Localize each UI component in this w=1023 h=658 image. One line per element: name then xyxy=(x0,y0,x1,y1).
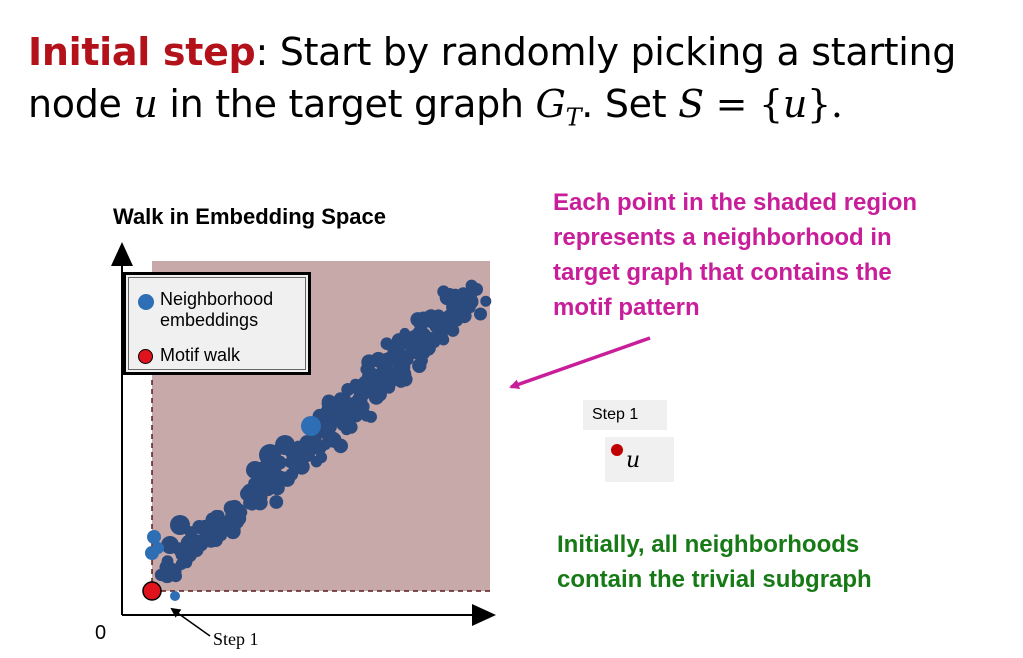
node-u-marker xyxy=(611,444,623,456)
neighborhood-points xyxy=(142,279,492,601)
legend: Neighborhood embeddings Motif walk xyxy=(123,272,311,375)
step-panel-graph: u xyxy=(605,437,674,482)
neighborhood-point xyxy=(275,435,295,455)
neighborhood-point xyxy=(391,364,406,379)
green-note-line: Initially, all neighborhoods xyxy=(557,531,860,558)
neighborhood-point xyxy=(366,367,379,381)
legend-neighborhood-label-1: Neighborhood xyxy=(160,289,274,309)
title-line-2: node u in the target graph GT. Set S = {… xyxy=(28,78,956,144)
trivial-subgraph-note: Initially, all neighborhoods contain the… xyxy=(557,527,872,597)
green-note-line: contain the trivial subgraph xyxy=(557,566,872,593)
neighborhood-point xyxy=(411,349,422,360)
title-line1-text: : Start by randomly picking a starting xyxy=(255,30,957,74)
neighborhood-point xyxy=(246,461,264,479)
neighborhood-point xyxy=(379,375,392,388)
title-line-1: Initial step: Start by randomly picking … xyxy=(28,26,956,78)
neighborhood-point xyxy=(380,365,394,378)
shaded-region-note: Each point in the shaded region represen… xyxy=(553,185,917,325)
node-u-label: u xyxy=(626,448,641,473)
title-text-node: node xyxy=(28,82,134,126)
math-u: u xyxy=(133,82,158,126)
neighborhood-point xyxy=(480,295,492,307)
title-text-set: . Set xyxy=(581,82,679,126)
math-u2: u xyxy=(782,82,808,126)
math-eq: = { xyxy=(703,82,784,126)
highlight-point xyxy=(170,591,180,601)
neighborhood-point xyxy=(323,420,337,434)
y-axis-arrowhead xyxy=(111,242,133,266)
neighborhood-point xyxy=(231,510,247,527)
motif-walk-point xyxy=(142,581,162,601)
neighborhood-point xyxy=(403,336,418,350)
math-G: G xyxy=(535,82,566,126)
neighborhood-point xyxy=(322,433,335,445)
magenta-note-line: target graph that contains the xyxy=(553,259,892,286)
neighborhood-point xyxy=(432,309,445,323)
neighborhood-point xyxy=(259,444,281,466)
legend-motif-marker xyxy=(138,349,153,364)
origin-label: 0 xyxy=(95,622,107,644)
neighborhood-point xyxy=(243,488,259,504)
neighborhood-point xyxy=(437,285,450,299)
diagram-title: Walk in Embedding Space xyxy=(113,204,387,229)
title-highlight: Initial step xyxy=(28,30,256,74)
neighborhood-point xyxy=(170,515,190,535)
title-text-graph: in the target graph xyxy=(157,82,536,126)
neighborhood-point xyxy=(464,302,476,314)
highlight-point xyxy=(301,416,321,436)
legend-motif-label: Motif walk xyxy=(160,345,241,365)
neighborhood-point xyxy=(188,542,204,558)
neighborhood-point xyxy=(448,297,461,310)
neighborhood-point xyxy=(300,447,315,462)
neighborhood-point xyxy=(166,567,181,582)
neighborhood-point xyxy=(337,401,352,415)
neighborhood-point xyxy=(361,354,377,371)
x-axis-arrowhead xyxy=(472,604,496,626)
neighborhood-point xyxy=(350,396,365,410)
neighborhood-point xyxy=(443,315,458,330)
magenta-note-line: Each point in the shaded region xyxy=(553,189,918,216)
neighborhood-point xyxy=(410,312,426,327)
highlight-point xyxy=(147,530,161,544)
neighborhood-point xyxy=(208,517,222,531)
neighborhood-point xyxy=(180,554,192,566)
magenta-note-line: represents a neighborhood in xyxy=(553,224,892,251)
neighborhood-point xyxy=(376,353,388,365)
neighborhood-point xyxy=(154,568,168,582)
neighborhood-point xyxy=(386,348,401,364)
neighborhood-point xyxy=(351,381,362,393)
highlight-point xyxy=(152,542,164,554)
neighborhood-point xyxy=(414,337,427,350)
neighborhood-point xyxy=(315,451,328,464)
neighborhood-point xyxy=(192,520,207,534)
math-S: S xyxy=(678,82,704,126)
neighborhood-point xyxy=(161,555,174,568)
neighborhood-point xyxy=(470,282,483,296)
neighborhood-point xyxy=(190,534,202,545)
magenta-arrow xyxy=(509,336,651,390)
legend-neighborhood-marker xyxy=(138,294,154,310)
neighborhood-point xyxy=(260,480,276,497)
neighborhood-point xyxy=(293,458,310,475)
math-end: }. xyxy=(807,82,843,126)
magenta-note-line: motif pattern xyxy=(553,294,700,321)
neighborhood-point xyxy=(360,409,373,422)
step1-caption: Step 1 xyxy=(213,629,259,649)
legend-inner xyxy=(128,277,306,370)
neighborhood-point xyxy=(308,437,319,448)
neighborhood-point xyxy=(161,536,179,554)
neighborhood-point xyxy=(474,307,487,321)
step1-pointer xyxy=(170,607,211,637)
math-T: T xyxy=(565,103,582,132)
slide-title: Initial step: Start by randomly picking … xyxy=(28,26,956,144)
neighborhood-point xyxy=(269,495,284,509)
legend-neighborhood-label-2: embeddings xyxy=(160,310,259,330)
step-panel-label: Step 1 xyxy=(583,400,667,430)
